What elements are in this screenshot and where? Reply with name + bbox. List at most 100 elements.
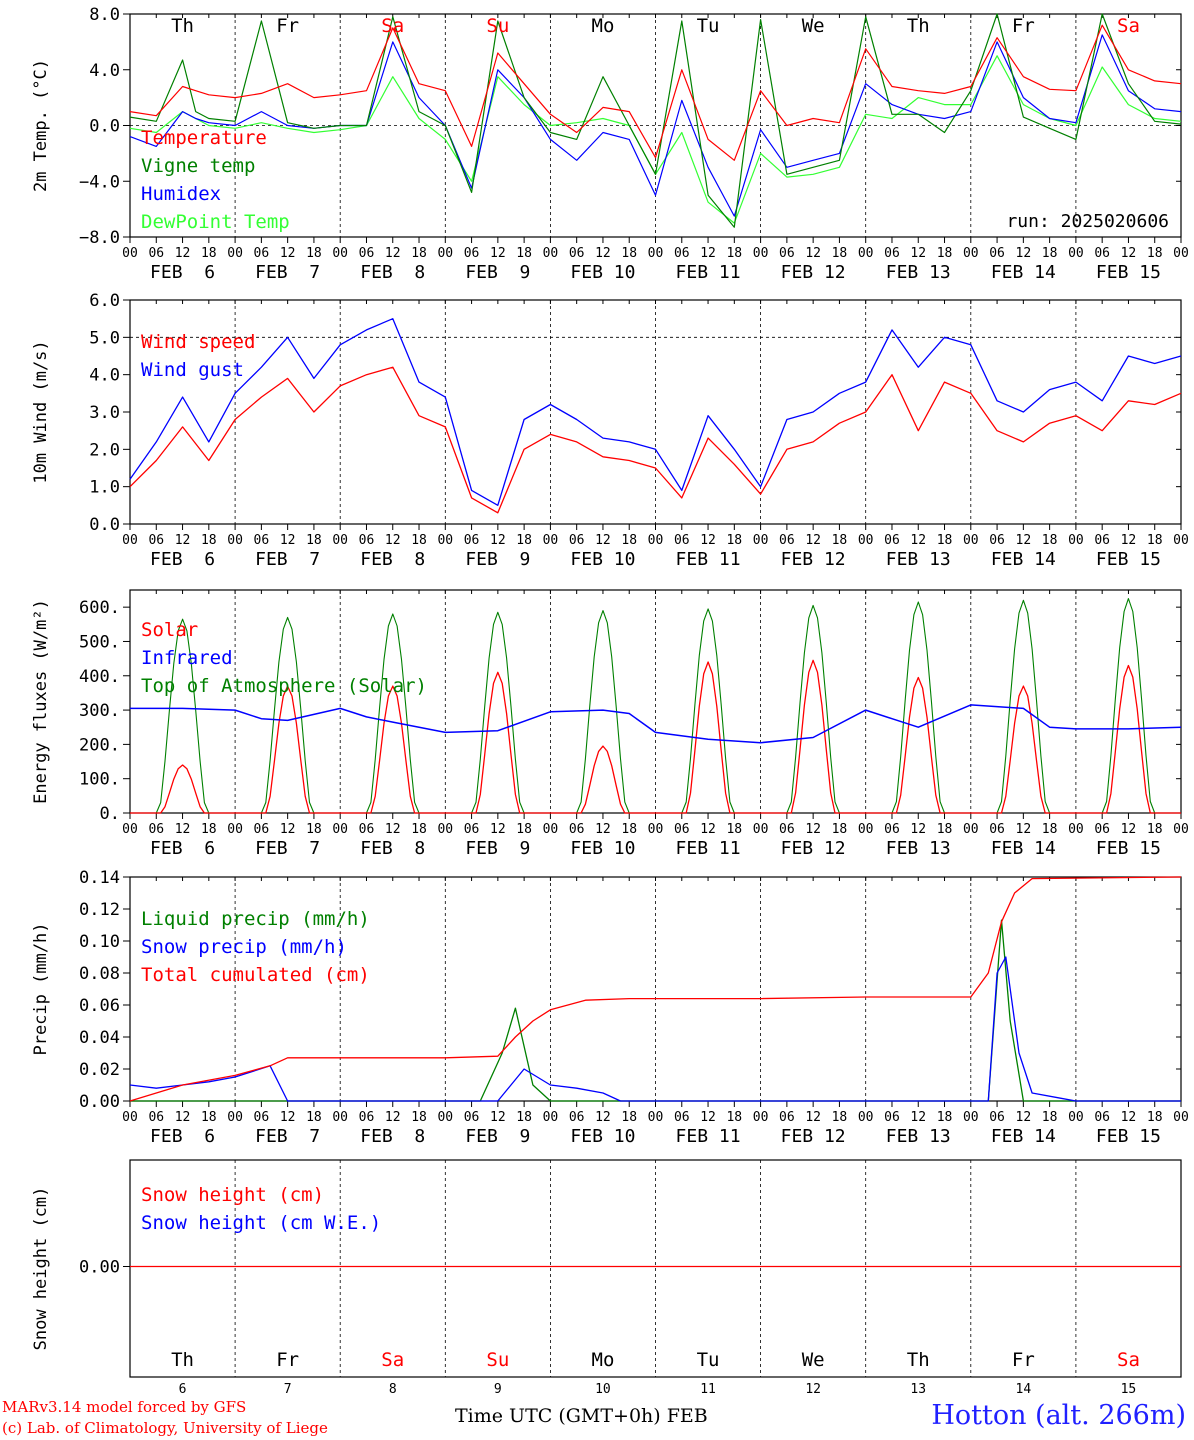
y-tick-label: 6.0 xyxy=(89,291,120,311)
hour-tick-label: 06 xyxy=(359,822,375,837)
date-label: FEB 7 xyxy=(255,838,320,859)
hour-tick-label: 06 xyxy=(989,822,1005,837)
hour-tick-label: 00 xyxy=(543,1110,559,1125)
y-tick-label: 1.0 xyxy=(89,478,120,498)
legend-entry: Infrared xyxy=(141,647,233,669)
hour-tick-label: 06 xyxy=(989,246,1005,261)
day-number-label: 12 xyxy=(805,1382,821,1397)
hour-tick-label: 06 xyxy=(1094,822,1110,837)
hour-tick-label: 06 xyxy=(148,822,164,837)
series-line-infrared xyxy=(130,704,1182,744)
hour-tick-label: 06 xyxy=(779,533,795,548)
series-line-solar xyxy=(130,659,1181,814)
hour-tick-label: 06 xyxy=(569,822,585,837)
hour-tick-label: 12 xyxy=(700,822,716,837)
hour-tick-label: 06 xyxy=(779,822,795,837)
y-tick-label: 400. xyxy=(79,667,120,687)
hour-tick-label: 00 xyxy=(122,822,138,837)
date-label: FEB 12 xyxy=(781,838,846,859)
hour-tick-label: 18 xyxy=(726,822,742,837)
y-tick-label: 0.06 xyxy=(79,996,120,1016)
hour-tick-label: 12 xyxy=(1016,822,1032,837)
hour-tick-label: 06 xyxy=(148,1110,164,1125)
hour-tick-label: 12 xyxy=(1016,1110,1032,1125)
date-label: FEB 8 xyxy=(360,262,425,283)
hour-tick-label: 00 xyxy=(648,533,664,548)
hour-tick-label: 12 xyxy=(805,822,821,837)
date-label: FEB 10 xyxy=(570,262,635,283)
legend-entry: Temperature xyxy=(141,127,267,149)
hour-tick-label: 00 xyxy=(543,246,559,261)
hour-tick-label: 18 xyxy=(1042,822,1058,837)
y-tick-label: 0.12 xyxy=(79,900,120,920)
day-number-label: 14 xyxy=(1016,1382,1032,1397)
hour-tick-label: 00 xyxy=(1068,246,1084,261)
series-line-temperature xyxy=(129,24,1182,161)
hour-tick-label: 00 xyxy=(753,246,769,261)
date-label: FEB 13 xyxy=(886,549,951,570)
hour-tick-label: 12 xyxy=(910,246,926,261)
y-tick-label: 8.0 xyxy=(89,5,120,25)
weekday-label: Sa xyxy=(1117,1349,1140,1371)
hour-tick-label: 18 xyxy=(516,1110,532,1125)
y-tick-label: 0.08 xyxy=(79,964,120,984)
date-label: FEB 6 xyxy=(150,262,215,283)
date-label: FEB 9 xyxy=(465,1126,530,1147)
hour-tick-label: 18 xyxy=(621,533,637,548)
hour-tick-label: 12 xyxy=(595,246,611,261)
weekday-label: We xyxy=(802,15,825,37)
date-label: FEB 14 xyxy=(991,1126,1056,1147)
hour-tick-label: 00 xyxy=(753,533,769,548)
hour-tick-label: 12 xyxy=(805,1110,821,1125)
hour-tick-label: 00 xyxy=(963,533,979,548)
hour-tick-label: 06 xyxy=(148,533,164,548)
hour-tick-label: 18 xyxy=(937,533,953,548)
hour-tick-label: 18 xyxy=(726,1110,742,1125)
legend-entry: Snow height (cm) xyxy=(141,1184,324,1206)
hour-tick-label: 18 xyxy=(1147,1110,1163,1125)
hour-tick-label: 06 xyxy=(674,246,690,261)
hour-tick-label: 06 xyxy=(569,533,585,548)
legend-entry: Liquid precip (mm/h) xyxy=(141,908,370,930)
legend-entry: Snow height (cm W.E.) xyxy=(141,1212,381,1234)
hour-tick-label: 12 xyxy=(280,533,296,548)
date-label: FEB 7 xyxy=(255,262,320,283)
hour-tick-label: 12 xyxy=(175,822,191,837)
series-line-vigne-temp xyxy=(129,13,1182,228)
y-tick-label: 300. xyxy=(79,701,120,721)
hour-tick-label: 12 xyxy=(595,822,611,837)
hour-tick-label: 06 xyxy=(464,822,480,837)
weekday-label: Fr xyxy=(276,15,299,37)
hour-tick-label: 06 xyxy=(359,246,375,261)
hour-tick-label: 00 xyxy=(122,533,138,548)
y-tick-label: 0.04 xyxy=(79,1028,120,1048)
weekday-label: Fr xyxy=(1012,15,1035,37)
hour-tick-label: 00 xyxy=(332,246,348,261)
y-tick-label: 0.00 xyxy=(79,1092,120,1112)
plot-frame-3 xyxy=(129,589,1182,814)
hour-tick-label: 18 xyxy=(1147,533,1163,548)
hour-tick-label: 12 xyxy=(490,533,506,548)
hour-tick-label: 00 xyxy=(332,822,348,837)
weekday-label: Su xyxy=(486,15,509,37)
hour-tick-label: 18 xyxy=(411,533,427,548)
hour-tick-label: 18 xyxy=(1042,246,1058,261)
hour-tick-label: 12 xyxy=(595,533,611,548)
y-tick-label: 0.00 xyxy=(79,1258,120,1278)
series-line-liquid xyxy=(130,919,1181,1102)
hour-tick-label: 18 xyxy=(516,533,532,548)
hour-tick-label: 06 xyxy=(1094,246,1110,261)
hour-tick-label: 18 xyxy=(201,246,217,261)
hour-tick-label: 06 xyxy=(884,1110,900,1125)
hour-tick-label: 00 xyxy=(858,822,874,837)
date-label: FEB 14 xyxy=(991,549,1056,570)
series-line-wind-speed xyxy=(129,366,1182,514)
hour-tick-label: 00 xyxy=(437,246,453,261)
hour-tick-label: 06 xyxy=(254,822,270,837)
day-number-label: 15 xyxy=(1121,1382,1137,1397)
hour-tick-label: 00 xyxy=(963,822,979,837)
hour-tick-label: 12 xyxy=(175,1110,191,1125)
weekday-label: Th xyxy=(907,1349,930,1371)
hour-tick-label: 06 xyxy=(464,533,480,548)
hour-tick-label: 18 xyxy=(306,533,322,548)
